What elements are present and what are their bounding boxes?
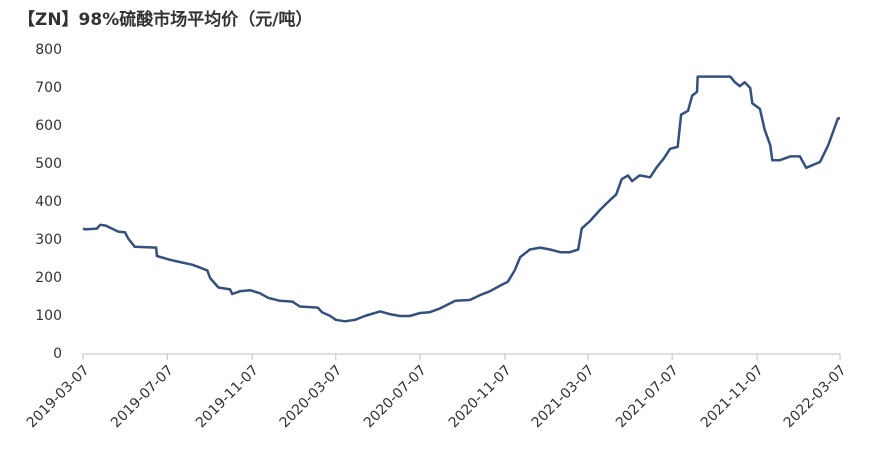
x-tick-label: 2020-03-07	[277, 362, 346, 431]
x-tick-label: 2021-11-07	[698, 362, 767, 431]
y-tick-label: 700	[35, 80, 62, 96]
x-tick-label: 2021-07-07	[613, 362, 682, 431]
line-series	[82, 75, 840, 323]
chart-title: 【ZN】98%硫酸市场平均价（元/吨）	[18, 9, 312, 30]
x-tick-label: 2020-11-07	[446, 362, 515, 431]
y-tick-label: 100	[35, 308, 62, 324]
x-tick-label: 2022-03-07	[781, 362, 850, 431]
y-tick-label: 500	[35, 156, 62, 172]
y-tick-label: 800	[35, 42, 62, 58]
x-tick-label: 2019-03-07	[24, 362, 93, 431]
x-tick-label: 2021-03-07	[529, 362, 598, 431]
y-tick-label: 0	[53, 346, 62, 362]
x-tick-label: 2019-11-07	[193, 362, 262, 431]
y-tick-label: 600	[35, 118, 62, 134]
y-tick-label: 200	[35, 270, 62, 286]
x-tick-label: 2019-07-07	[108, 362, 177, 431]
x-tick-label: 2020-07-07	[361, 362, 430, 431]
y-tick-label: 300	[35, 232, 62, 248]
y-tick-label: 400	[35, 194, 62, 210]
